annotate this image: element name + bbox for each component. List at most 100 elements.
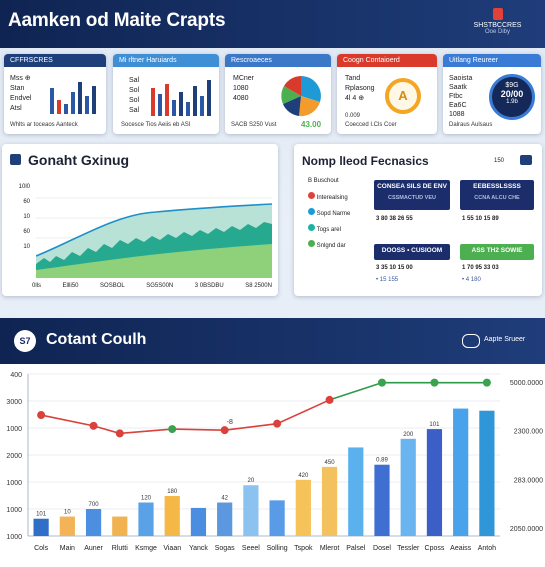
kpi-card-lines: Mss ⊕ Stan Endvel Atsl: [10, 75, 32, 112]
bar-value-label: 420: [298, 473, 309, 479]
kpi-card-title: CFFRSCRES: [4, 54, 106, 67]
bar-Palsel: [348, 447, 364, 536]
kpi-card-lines: Tand Rplasong 4l 4 ⊕: [345, 75, 375, 102]
bar-value-label: 200: [403, 432, 414, 438]
header-right-label: SHSTBCCRES: [473, 22, 522, 29]
expand-icon[interactable]: [520, 155, 532, 165]
page-title: Aamken od Maite Crapts: [8, 10, 226, 31]
bar-value-label: 700: [89, 502, 100, 508]
line-point: [325, 395, 334, 404]
kpi-card-title: Coogn Contaioerd: [337, 54, 437, 67]
kpi-card-footer: SACB S250 Vust: [231, 122, 277, 128]
y-left-tick-label: 1000: [6, 426, 22, 433]
forecast-box-2-values: 1 55 10 15 89: [462, 216, 499, 222]
y-left-tick-label: 400: [10, 372, 22, 379]
target-line: [329, 381, 487, 401]
bar-Auner: [85, 509, 102, 536]
line-point: [430, 378, 439, 387]
top-right-value: 150: [494, 158, 505, 164]
show-button[interactable]: ASS TH2 SOWIE: [460, 244, 534, 260]
bar-value-label: 0.89: [376, 458, 388, 464]
line-point: [273, 419, 282, 428]
kpi-card-2[interactable]: Mi rltner Haruiards Sal Sol Sol Sal Socesce…: [113, 54, 219, 134]
bar-Seeel: [243, 485, 259, 536]
line-point: [168, 425, 177, 434]
x-tick-label: Viaan: [163, 545, 181, 552]
kpi-card-5[interactable]: Uitlang Reureer Saoista Saatk Ftbc Ea6C 1088…: [443, 54, 541, 134]
forecast-panel: Nomp lIeod Fecnasics 150 B Buschout Inte…: [294, 144, 542, 296]
kpi-card-3[interactable]: Rescroaeces MCner 1080 4080 SACB S250 Vust…: [225, 54, 331, 134]
forecast-box-1[interactable]: CONSEA SILS DE ENV CSSMACTUD VEU: [374, 180, 450, 210]
header-menu[interactable]: SHSTBCCRES Ooe Diby: [460, 8, 535, 35]
custom-button-values: 3 35 10 15 00: [376, 265, 413, 271]
panel-title: Gonaht Gxinug: [28, 152, 130, 168]
show-button-values: 1 70 95 33 03: [462, 265, 499, 271]
x-tick-label: Main: [60, 545, 75, 552]
mini-pie-chart: [281, 76, 321, 117]
y-axis-labels: 10l0 60 10 60 10: [18, 184, 30, 250]
bar-Ksmge: [138, 502, 154, 536]
x-tick-label: Auner: [84, 545, 103, 552]
app-header: Aamken od Maite Crapts SHSTBCCRES Ooe Di…: [0, 0, 545, 48]
line-point: [482, 378, 491, 387]
bar-Mlerot: [321, 466, 338, 536]
x-tick-label: Sogas: [215, 545, 235, 552]
mini-bar-chart: [151, 80, 211, 116]
panel-right-label: Aapte Srueer: [484, 336, 526, 343]
bar-Tessler: [400, 438, 416, 536]
kpi-card-lines: Sal Sol Sol Sal: [129, 77, 140, 114]
kpi-card-footer: Coecced I.Cls Ccer: [345, 122, 397, 128]
bar-Viaan: [164, 496, 180, 536]
custom-button[interactable]: DOOSS • CUSIOOM: [374, 244, 450, 260]
kpi-card-title: Mi rltner Haruiards: [113, 54, 219, 67]
x-tick-label: Solling: [267, 545, 288, 552]
mini-bar-chart: [50, 82, 96, 114]
chat-icon[interactable]: [462, 334, 480, 348]
legend-title: B Buschout: [308, 178, 339, 184]
x-tick-label: Palsel: [346, 545, 366, 552]
legend-dot-icon: [308, 240, 315, 247]
y-right-tick-label: 5000.0000: [510, 380, 543, 387]
kpi-card-title: Uitlang Reureer: [443, 54, 541, 67]
show-button-foot: • 4 180: [462, 277, 481, 283]
bar-Aeaiss: [453, 408, 469, 536]
custom-button-foot: • 15 155: [376, 277, 399, 283]
bar-value-label: 101: [36, 512, 47, 518]
bar-value-label: 20: [248, 478, 255, 484]
line-point: [37, 411, 46, 420]
combo-chart: 400 3000 1000 2000 1000 1000 1000 5000.0000 2300…: [6, 372, 543, 552]
bar-Cposs: [426, 429, 443, 536]
bar-Tspok: [295, 479, 311, 536]
y-left-tick-label: 2000: [6, 453, 22, 460]
kpi-card-4[interactable]: Coogn Contaioerd Tand Rplasong 4l 4 ⊕ A Co…: [337, 54, 437, 134]
kpi-card-1[interactable]: CFFRSCRES Mss ⊕ Stan Endvel Atsl Whlts ar t…: [4, 54, 106, 134]
y-left-tick-label: 1000: [6, 507, 22, 514]
growth-panel: Gonaht Gxinug 10l0 60 10 60 10 0lls Ellli50 SO…: [2, 144, 278, 296]
kpi-card-lines: MCner 1080 4080: [233, 75, 255, 102]
combo-chart-panel: S7 Cotant Coulh Aapte Srueer 400 3000 1000…: [0, 318, 545, 567]
legend: Interealsing Sopd Narme Togs arel Snlgnd…: [308, 190, 350, 254]
line-point: [378, 378, 386, 387]
y-left-tick-label: 1000: [6, 534, 22, 541]
legend-item: Snlgnd dar: [308, 238, 350, 254]
area-chart: [36, 197, 272, 278]
bar-Solling: [269, 500, 285, 536]
line-label: -8: [227, 419, 233, 426]
forecast-box-2[interactable]: EEBESSLSSSS CCNA ALCU CHE: [460, 180, 534, 210]
y-left-tick-label: 3000: [6, 399, 22, 406]
kpi-card-title: Rescroaeces: [225, 54, 331, 67]
bar-value-label: 42: [221, 496, 228, 502]
kpi-card-left-value: 0.009: [345, 113, 361, 119]
y-right-tick-label: 2050.0000: [510, 526, 543, 533]
legend-dot-icon: [308, 192, 315, 199]
logo-icon: S7: [14, 330, 36, 352]
forecast-box-1-values: 3 80 38 26 55: [376, 216, 413, 222]
panel-title: Cotant Coulh: [46, 331, 147, 348]
bar-Cols: [33, 518, 49, 536]
legend-dot-icon: [308, 208, 315, 215]
header-right-sub: Ooe Diby: [484, 29, 510, 35]
bar-Sogas: [217, 502, 233, 536]
bar-Antoh: [479, 410, 495, 536]
kpi-card-value: 43.00: [301, 120, 322, 129]
kpi-card-footer: Socesce Tios Aeiis eb ASI: [121, 122, 191, 128]
